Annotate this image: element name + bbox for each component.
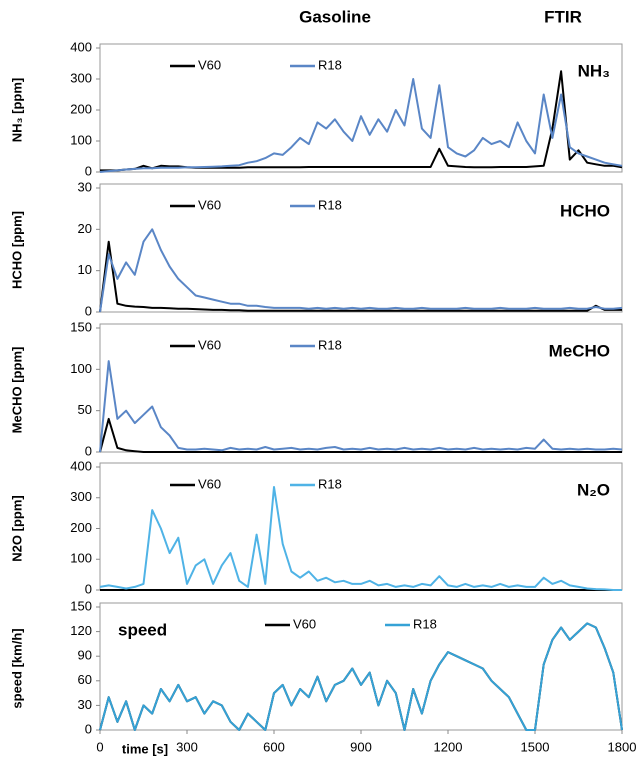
y-tick-label: 100 — [70, 361, 92, 376]
y-tick-label: 400 — [70, 39, 92, 54]
x-tick-label: 900 — [350, 739, 372, 754]
panel-frame — [99, 323, 623, 453]
legend-label: V60 — [198, 197, 221, 212]
y-tick-label: 120 — [70, 623, 92, 638]
y-tick-label: 200 — [70, 520, 92, 535]
data-line — [100, 70, 623, 172]
y-tick-label: 150 — [70, 598, 92, 613]
y-tick-label: 100 — [70, 132, 92, 147]
y-tick-label: 60 — [78, 672, 92, 687]
y-tick-label: 300 — [70, 70, 92, 85]
y-tick-label: 0 — [85, 303, 92, 318]
data-line — [99, 622, 623, 731]
data-line — [99, 240, 622, 313]
x-tick-label: 600 — [263, 739, 285, 754]
panel-annotation: speed — [118, 620, 167, 639]
y-tick-label: 150 — [70, 319, 92, 334]
data-line — [99, 622, 623, 731]
panel-annotation: MeCHO — [549, 341, 610, 360]
y-tick-label: 400 — [70, 458, 92, 473]
legend-label: V60 — [293, 616, 316, 631]
page-title: Gasoline — [299, 7, 371, 26]
x-tick-label: 1800 — [608, 739, 637, 754]
legend-label: R18 — [413, 616, 437, 631]
y-tick-label: 0 — [85, 581, 92, 596]
panel-frame — [99, 183, 623, 313]
y-tick-label: 300 — [70, 489, 92, 504]
legend-label: V60 — [198, 57, 221, 72]
y-tick-label: 0 — [85, 721, 92, 736]
y-axis-label: HCHO [ppm] — [9, 211, 24, 289]
x-tick-label: 0 — [96, 739, 103, 754]
legend-label: V60 — [198, 476, 221, 491]
data-line — [99, 360, 623, 453]
y-tick-label: 30 — [78, 697, 92, 712]
x-tick-label: 1200 — [434, 739, 463, 754]
x-tick-label: 300 — [176, 739, 198, 754]
legend-label: V60 — [198, 337, 221, 352]
y-axis-label: NH₃ [ppm] — [9, 78, 24, 143]
panel-annotation: HCHO — [560, 201, 610, 220]
data-line — [99, 486, 622, 591]
legend-label: R18 — [318, 337, 342, 352]
panel-frame — [99, 462, 623, 591]
data-line — [99, 417, 622, 453]
x-tick-label: 1500 — [521, 739, 550, 754]
y-axis-label: speed [km/h] — [9, 628, 24, 708]
panel-frame — [99, 43, 623, 173]
y-tick-label: 0 — [85, 163, 92, 178]
legend-label: R18 — [318, 197, 342, 212]
y-tick-label: 50 — [78, 402, 92, 417]
y-tick-label: 0 — [85, 443, 92, 458]
y-tick-label: 10 — [78, 262, 92, 277]
y-axis-label: MeCHO [ppm] — [9, 347, 24, 434]
y-tick-label: 20 — [78, 221, 92, 236]
method-label: FTIR — [544, 7, 582, 26]
data-line — [99, 78, 623, 173]
panel-annotation: N₂O — [577, 480, 610, 499]
x-axis-label: time [s] — [122, 741, 168, 756]
data-line — [99, 228, 623, 313]
y-tick-label: 200 — [70, 101, 92, 116]
y-axis-label: N2O [ppm] — [9, 495, 24, 561]
y-tick-label: 100 — [70, 551, 92, 566]
panel-annotation: NH₃ — [578, 61, 610, 80]
legend-label: R18 — [318, 476, 342, 491]
y-tick-label: 90 — [78, 648, 92, 663]
y-tick-label: 30 — [78, 179, 92, 194]
legend-label: R18 — [318, 57, 342, 72]
